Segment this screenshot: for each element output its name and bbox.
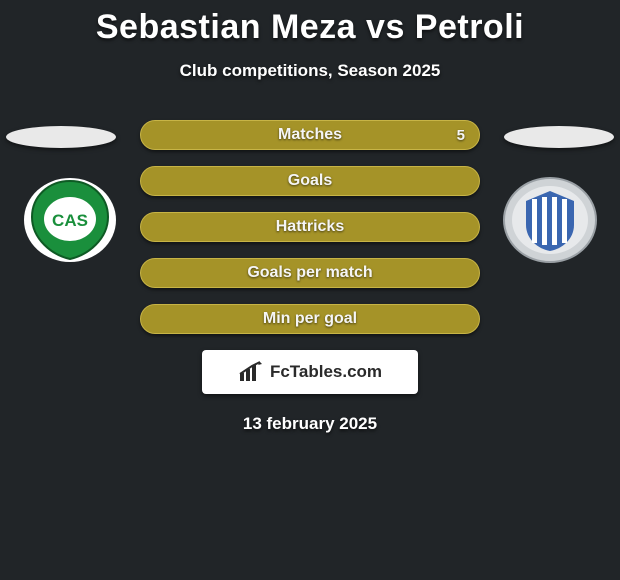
shadow-ellipse-right bbox=[504, 126, 614, 148]
stat-label: Goals bbox=[288, 172, 332, 190]
page-subtitle: Club competitions, Season 2025 bbox=[0, 61, 620, 81]
shadow-ellipse-left bbox=[6, 126, 116, 148]
stat-row-matches: Matches 5 bbox=[140, 120, 480, 150]
branding-box: FcTables.com bbox=[202, 350, 418, 394]
branding-text: FcTables.com bbox=[270, 362, 382, 382]
team-badge-left: CAS bbox=[20, 175, 120, 265]
stat-row-hattricks: Hattricks bbox=[140, 212, 480, 242]
stat-label: Min per goal bbox=[263, 310, 357, 328]
stat-label: Goals per match bbox=[247, 264, 372, 282]
stat-right-value: 5 bbox=[457, 121, 465, 149]
godoy-badge-icon bbox=[500, 175, 600, 265]
stat-label: Matches bbox=[278, 126, 342, 144]
footer-date: 13 february 2025 bbox=[0, 414, 620, 434]
svg-text:CAS: CAS bbox=[52, 211, 88, 230]
stat-row-goals-per-match: Goals per match bbox=[140, 258, 480, 288]
stat-row-goals: Goals bbox=[140, 166, 480, 196]
bars-icon bbox=[238, 361, 264, 383]
stat-row-min-per-goal: Min per goal bbox=[140, 304, 480, 334]
comparison-stage: CAS Matches 5 Goals Hattricks bbox=[0, 120, 620, 434]
stat-label: Hattricks bbox=[276, 218, 344, 236]
page-title: Sebastian Meza vs Petroli bbox=[0, 0, 620, 47]
stat-rows: Matches 5 Goals Hattricks Goals per matc… bbox=[140, 120, 480, 334]
cas-badge-icon: CAS bbox=[20, 175, 120, 265]
team-badge-right bbox=[500, 175, 600, 265]
